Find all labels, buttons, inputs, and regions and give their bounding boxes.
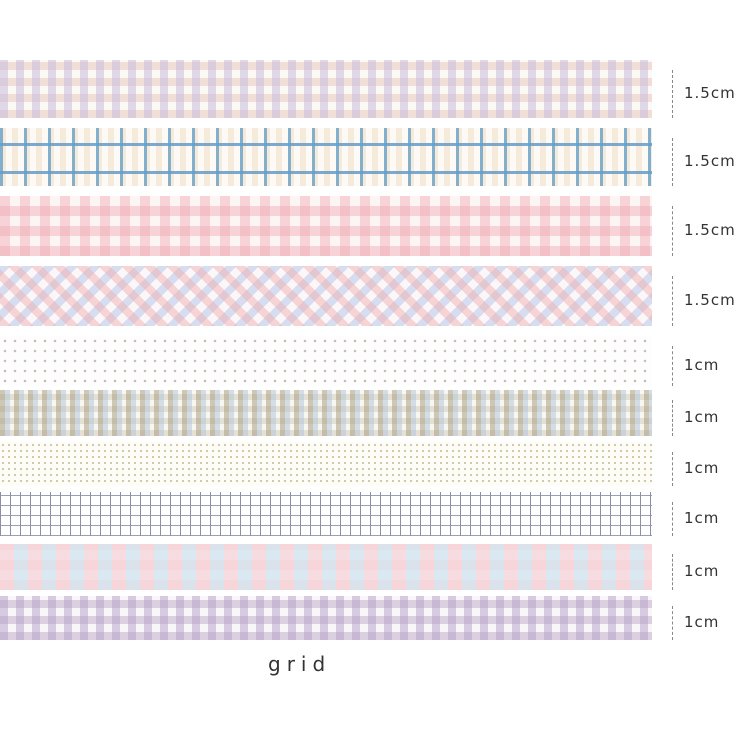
- width-marker: [672, 70, 673, 118]
- width-label: 1cm: [684, 613, 720, 631]
- width-marker: [672, 276, 673, 326]
- width-marker: [672, 452, 673, 486]
- width-marker: [672, 400, 673, 436]
- washi-tape: [0, 544, 652, 590]
- caption: grid: [268, 652, 332, 676]
- washi-tape: [0, 390, 652, 436]
- width-label: 1cm: [684, 459, 720, 477]
- width-marker: [672, 138, 673, 186]
- washi-tape: [0, 492, 652, 536]
- washi-tape: [0, 128, 652, 186]
- washi-tape: [0, 266, 652, 326]
- width-marker: [672, 554, 673, 590]
- width-label: 1cm: [684, 562, 720, 580]
- width-marker: [672, 606, 673, 640]
- washi-tape: [0, 442, 652, 486]
- width-label: 1.5cm: [684, 152, 736, 170]
- width-marker: [672, 502, 673, 536]
- width-marker: [672, 346, 673, 386]
- washi-tape: [0, 596, 652, 640]
- width-label: 1.5cm: [684, 84, 736, 102]
- width-marker: [672, 206, 673, 256]
- washi-tape: [0, 60, 652, 118]
- washi-tape: [0, 196, 652, 256]
- width-label: 1cm: [684, 408, 720, 426]
- washi-tape: [0, 336, 652, 386]
- width-label: 1cm: [684, 509, 720, 527]
- width-label: 1.5cm: [684, 291, 736, 309]
- width-label: 1.5cm: [684, 221, 736, 239]
- width-label: 1cm: [684, 356, 720, 374]
